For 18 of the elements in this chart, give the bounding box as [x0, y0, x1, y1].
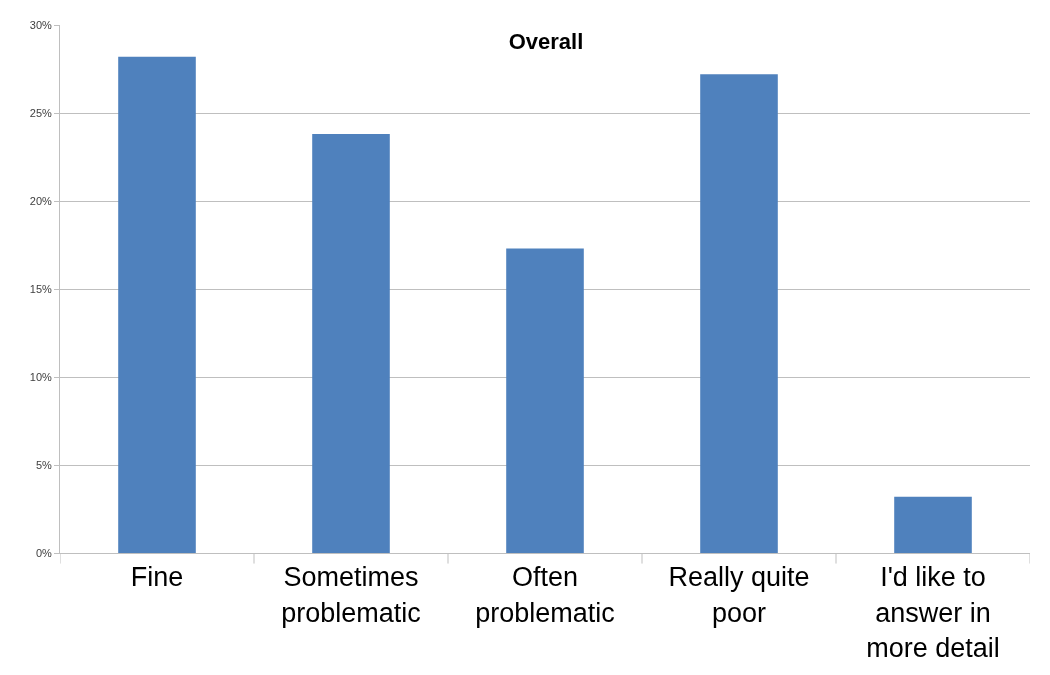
bar	[700, 74, 778, 553]
bar	[312, 134, 390, 553]
y-tick-label: 15%	[29, 282, 52, 295]
x-tick-label: Sometimes problematic	[281, 562, 421, 628]
x-tick-label: I'd like to answer in more detail	[866, 562, 1000, 663]
bar	[894, 496, 972, 553]
y-tick-label: 0%	[35, 546, 53, 559]
y-tick-label: 20%	[29, 194, 52, 207]
chart-title: Overall	[508, 29, 584, 55]
bar	[118, 56, 196, 553]
y-tick-label: 10%	[29, 370, 52, 383]
x-tick-label: Really quite poor	[668, 562, 810, 628]
bar	[506, 248, 584, 553]
y-tick-label: 5%	[35, 458, 53, 471]
y-tick-label: 30%	[29, 18, 52, 31]
y-tick-label: 25%	[29, 106, 52, 119]
x-tick-label: Often problematic	[475, 562, 615, 628]
x-tick-label: Fine	[130, 562, 184, 593]
